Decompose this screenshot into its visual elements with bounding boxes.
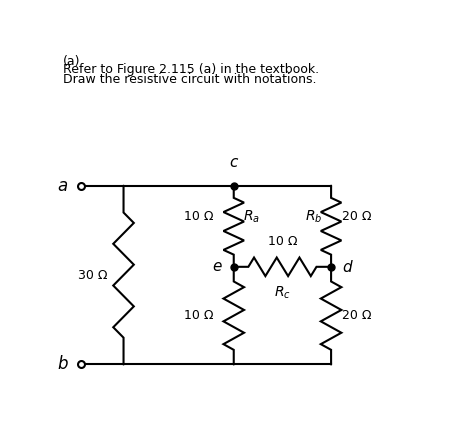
Text: 10 Ω: 10 Ω <box>268 235 297 248</box>
Text: $e$: $e$ <box>212 259 223 274</box>
Text: (a): (a) <box>63 55 81 68</box>
Text: $R_b$: $R_b$ <box>305 208 322 224</box>
Text: 10 Ω: 10 Ω <box>184 309 213 322</box>
Text: 20 Ω: 20 Ω <box>342 309 372 322</box>
Text: 10 Ω: 10 Ω <box>184 210 213 223</box>
Text: 20 Ω: 20 Ω <box>342 210 372 223</box>
Text: $d$: $d$ <box>342 259 354 275</box>
Text: $b$: $b$ <box>57 356 68 374</box>
Text: $a$: $a$ <box>57 177 68 195</box>
Text: Draw the resistive circuit with notations.: Draw the resistive circuit with notation… <box>63 73 317 86</box>
Text: Refer to Figure 2.115 (a) in the textbook.: Refer to Figure 2.115 (a) in the textboo… <box>63 63 319 76</box>
Text: 30 Ω: 30 Ω <box>78 269 107 282</box>
Text: $R_a$: $R_a$ <box>243 208 260 224</box>
Text: $c$: $c$ <box>228 155 239 170</box>
Text: $R_c$: $R_c$ <box>274 285 291 301</box>
